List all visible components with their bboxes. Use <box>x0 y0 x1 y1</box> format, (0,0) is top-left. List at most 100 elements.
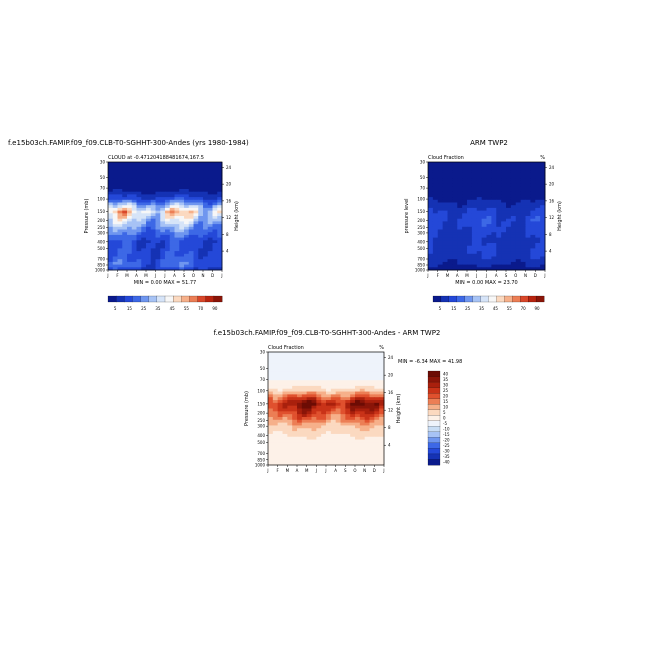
heatmap-cell <box>141 259 147 263</box>
heatmap-cell <box>428 216 434 220</box>
heatmap-cell <box>452 162 458 166</box>
obs-panel-title: ARM TWP2 <box>470 139 508 147</box>
heatmap-cell <box>141 197 147 201</box>
heatmap-cell <box>321 360 327 364</box>
heatmap-cell <box>496 237 502 241</box>
x-tick-label: N <box>202 273 205 278</box>
heatmap-cell <box>335 436 341 440</box>
heatmap-cell <box>136 180 142 184</box>
heatmap-cell <box>160 261 166 265</box>
heatmap-cell <box>174 229 180 233</box>
heatmap-cell <box>146 194 152 198</box>
y-tick-label: 150 <box>97 209 105 214</box>
heatmap-cell <box>174 172 180 176</box>
heatmap-cell <box>462 243 468 247</box>
heatmap-cell <box>160 167 166 171</box>
heatmap-cell <box>316 422 322 426</box>
stats-text: MIN = -6.34 MAX = 41.98 <box>398 359 462 365</box>
x-tick-label: J <box>485 273 487 278</box>
heatmap-cell <box>355 402 361 407</box>
heatmap-cell <box>491 189 497 193</box>
heatmap-cell <box>452 199 458 203</box>
heatmap-cell <box>540 210 546 214</box>
heatmap-cell <box>369 456 375 460</box>
heatmap-cell <box>179 205 185 209</box>
heatmap-cell <box>452 218 458 222</box>
heatmap-cell <box>272 428 279 432</box>
heatmap-cell <box>127 180 133 184</box>
heatmap-cell <box>345 374 351 378</box>
heatmap-cell <box>306 450 312 455</box>
heatmap-cell <box>452 205 458 209</box>
x-tick-label: S <box>505 273 508 278</box>
heatmap-cell <box>520 178 526 182</box>
heatmap-cell <box>169 218 175 222</box>
heatmap-cell <box>471 191 478 195</box>
heatmap-cell <box>292 363 298 367</box>
heatmap-cell <box>212 199 218 203</box>
heatmap-cell <box>306 391 312 395</box>
heatmap-cell <box>340 374 346 378</box>
heatmap-cell <box>179 232 185 236</box>
heatmap-cell <box>112 226 118 230</box>
heatmap-cell <box>212 207 218 211</box>
heatmap-cell <box>301 439 308 443</box>
heatmap-cell <box>203 202 209 206</box>
heatmap-cell <box>155 224 161 228</box>
heatmap-cell <box>198 259 204 263</box>
heatmap-cell <box>160 251 166 255</box>
heatmap-cell <box>131 199 137 203</box>
heatmap-cell <box>432 183 439 187</box>
heatmap-cell <box>108 178 114 182</box>
heatmap-cell <box>150 248 156 252</box>
heatmap-cell <box>174 261 180 265</box>
heatmap-cell <box>457 248 463 252</box>
heatmap-cell <box>272 397 279 401</box>
heatmap-cell <box>150 178 156 182</box>
heatmap-cell <box>379 422 385 426</box>
heatmap-cell <box>165 210 171 214</box>
heatmap-cell <box>525 216 531 220</box>
heatmap-cell <box>184 205 190 209</box>
heatmap-cell <box>160 237 166 241</box>
heatmap-cell <box>174 162 180 166</box>
heatmap-cell <box>174 243 180 247</box>
heatmap-cell <box>452 180 458 184</box>
heatmap-cell <box>131 261 137 265</box>
heatmap-cell <box>207 213 213 217</box>
heatmap-cell <box>292 397 298 401</box>
heatmap-cell <box>150 259 156 263</box>
heatmap-cell <box>510 205 517 209</box>
heatmap-cell <box>316 388 322 392</box>
heatmap-cell <box>112 202 118 206</box>
heatmap-cell <box>282 394 288 398</box>
x-tick-label: M <box>465 273 469 278</box>
heatmap-cell <box>359 431 366 435</box>
colorbar-label: 10 <box>443 404 449 409</box>
heatmap-cell <box>212 162 218 166</box>
heatmap-cell <box>198 234 204 238</box>
heatmap-cell <box>112 180 118 184</box>
heatmap-cell <box>491 199 497 203</box>
heatmap-cell <box>457 186 463 190</box>
heatmap-cell <box>316 453 322 457</box>
heatmap-cell <box>321 371 327 375</box>
heatmap-cell <box>374 422 380 426</box>
heatmap-cell <box>428 213 434 217</box>
heatmap-cell <box>442 175 448 179</box>
heatmap-cell <box>321 416 327 421</box>
heatmap-cell <box>374 374 380 378</box>
heatmap-cell <box>530 164 536 168</box>
heatmap-cell <box>207 253 213 257</box>
heatmap-cell <box>292 462 298 466</box>
heatmap-cell <box>174 170 180 174</box>
heatmap-cell <box>330 374 337 378</box>
heatmap-cell <box>188 210 194 214</box>
heatmap-cell <box>146 207 152 211</box>
heatmap-cell <box>272 414 279 418</box>
heatmap-cell <box>321 352 327 356</box>
heatmap-cell <box>127 183 133 187</box>
heatmap-cell <box>146 199 152 203</box>
heatmap-cell <box>122 234 128 238</box>
heatmap-cell <box>155 267 161 271</box>
